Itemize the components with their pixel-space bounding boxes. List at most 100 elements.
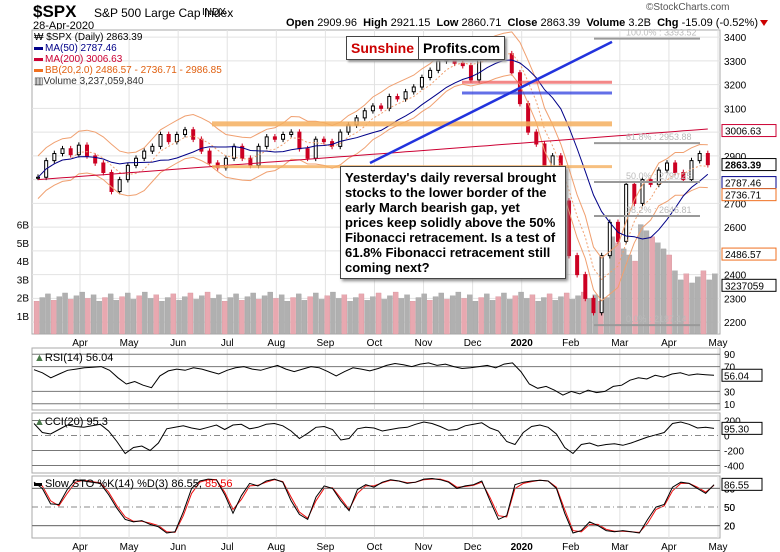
volume-bar	[261, 295, 268, 335]
candle-body	[272, 136, 277, 140]
x-tick-label-bottom: Feb	[562, 542, 580, 552]
cci-line	[33, 421, 715, 455]
volume-bar	[296, 293, 302, 335]
volume-bar	[706, 279, 712, 335]
volume-bar	[695, 276, 701, 335]
volume-bar	[136, 295, 142, 335]
volume-bar	[632, 260, 638, 335]
cci-legend: ▲CCI(20) 95.3	[34, 416, 108, 428]
volume-tick-label: 1B	[17, 312, 30, 323]
x-tick-label: Sep	[316, 338, 334, 349]
volume-bar	[182, 296, 188, 335]
volume-bar	[347, 301, 353, 335]
volume-bar	[147, 298, 154, 335]
candle-body	[52, 153, 57, 162]
volume-bar	[592, 294, 598, 335]
price-tag-box	[721, 124, 777, 138]
indicator-tick-label: 30	[724, 387, 736, 398]
volume-value: 3.2B	[628, 17, 651, 29]
volume-tick-label: 3B	[17, 275, 30, 286]
fib-label: 100.0% : 3393.52	[626, 28, 697, 38]
candle-body	[166, 134, 171, 143]
x-tick-label-bottom: 2020	[511, 542, 534, 552]
candle-body	[599, 255, 604, 314]
sto-k-value: 86.55	[171, 478, 199, 490]
candle-body	[36, 176, 40, 179]
volume-bar	[392, 291, 399, 335]
candle-body	[174, 134, 179, 143]
blue-trendline	[369, 40, 613, 165]
indicator-tick-label: -400	[724, 462, 744, 473]
legend-bb-text: BB(20,2.0) 2486.57 - 2736.71 - 2986.85	[45, 65, 222, 76]
sunshine-profits-logo: Sunshine Profits.com	[346, 36, 506, 60]
volume-bar	[90, 294, 97, 335]
high-value: 2921.15	[390, 17, 431, 29]
rsi-line	[33, 362, 715, 396]
volume-bar	[318, 299, 325, 335]
volume-bar	[193, 299, 199, 335]
ma50-line	[37, 59, 709, 240]
candle-body	[436, 60, 441, 71]
pane-frame-2	[31, 412, 721, 474]
x-tick-label: Jun	[170, 338, 186, 349]
legend-price: ₩ $SPX (Daily) 2863.39	[34, 32, 222, 43]
volume-bar	[375, 292, 382, 335]
volume-bar	[159, 301, 165, 335]
indicator-tag-text: 86.55	[724, 480, 749, 491]
chg-label: Chg	[657, 17, 679, 29]
candle-body	[697, 153, 702, 162]
volume-bar	[113, 300, 120, 335]
volume-bar	[284, 301, 291, 335]
volume-bar	[558, 296, 564, 335]
candle-body	[76, 144, 81, 156]
volume-bar	[199, 295, 205, 335]
open-label: Open	[286, 17, 315, 29]
volume-bar	[250, 292, 256, 335]
volume-bar	[142, 291, 148, 335]
fib-label: 0.0% : 2187.14	[626, 314, 687, 324]
volume-bar	[102, 297, 108, 335]
x-tick-label: Aug	[267, 338, 285, 349]
volume-bar	[187, 292, 194, 335]
volume-tick-label: 5B	[17, 239, 30, 250]
candle-body	[207, 150, 212, 164]
candle-body	[673, 162, 678, 173]
volume-bar	[68, 299, 74, 335]
volume-bar	[432, 296, 439, 335]
y-tick-label: 2600	[724, 223, 747, 234]
volume-bar	[130, 299, 137, 335]
volume-bar	[358, 293, 365, 335]
volume-bar	[341, 294, 348, 335]
x-tick-label: Mar	[611, 338, 629, 349]
volume-bar	[586, 298, 593, 335]
price-tag-box	[721, 247, 777, 261]
candle-body	[68, 148, 73, 156]
volume-bar	[512, 295, 519, 335]
candle-body	[640, 179, 645, 204]
x-tick-label: Apr	[661, 338, 677, 349]
volume-bar	[244, 296, 251, 335]
open-value: 2909.96	[317, 17, 357, 29]
legend-volume: ▥Volume 3,237,059,840	[34, 76, 222, 87]
candle-body	[468, 65, 473, 81]
volume-bar	[398, 298, 405, 335]
price-tag-text: 2787.46	[725, 179, 762, 190]
low-label: Low	[436, 17, 459, 29]
candle-body	[158, 134, 163, 147]
candle-body	[199, 138, 204, 152]
x-tick-label-bottom: Mar	[611, 542, 629, 552]
legend-ma50-text: MA(50) 2787.46	[45, 43, 117, 54]
price-legend: ₩ $SPX (Daily) 2863.39 MA(50) 2787.46 MA…	[34, 32, 222, 87]
volume-bar	[387, 295, 393, 335]
volume-bar	[210, 298, 216, 335]
candle-body	[134, 157, 139, 166]
candle-body	[395, 96, 400, 100]
volume-bar	[50, 300, 57, 335]
volume-label: Volume	[586, 17, 626, 29]
volume-bar	[96, 301, 102, 335]
ma200-line	[37, 128, 708, 181]
volume-bar	[529, 294, 536, 335]
price-tag-text: 2736.71	[725, 191, 762, 202]
volume-bar	[273, 298, 279, 335]
volume-bar	[660, 248, 667, 335]
